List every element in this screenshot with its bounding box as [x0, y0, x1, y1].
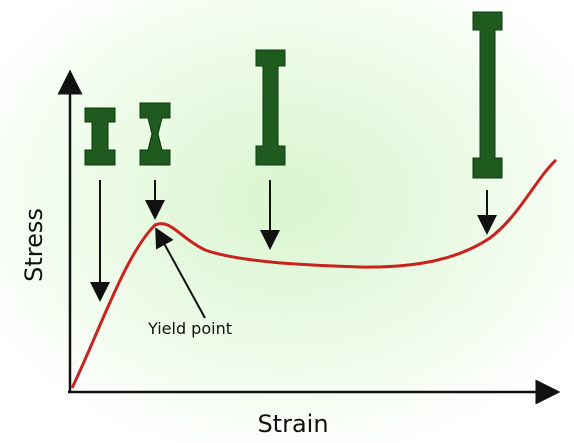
- x-axis-label: Strain: [257, 410, 328, 438]
- annotation: Yield point: [147, 319, 232, 338]
- y-axis-label: Stress: [20, 208, 48, 282]
- page: Stress Strain Yield point (() => { const…: [0, 0, 574, 443]
- diagram: Stress Strain Yield point: [0, 0, 574, 443]
